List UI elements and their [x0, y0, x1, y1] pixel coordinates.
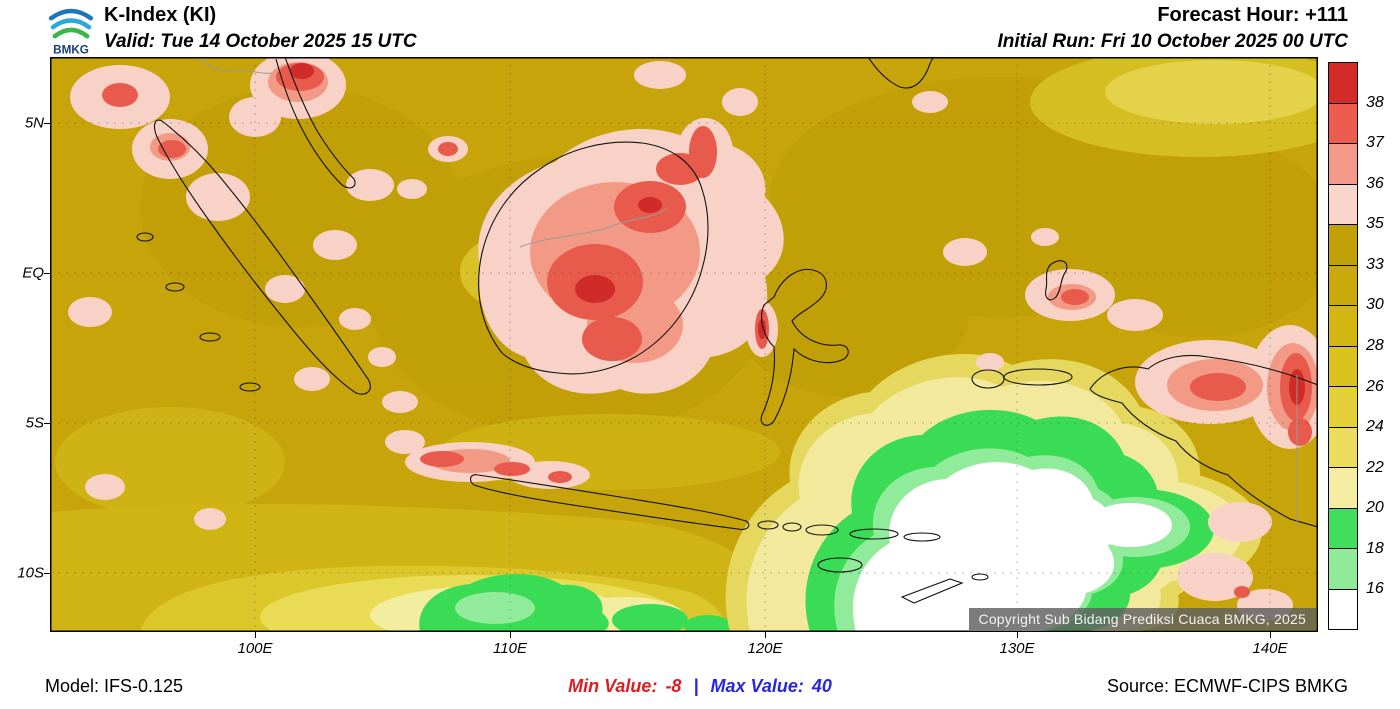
y-tick-label: 10S	[17, 564, 44, 582]
colorbar-label: 30	[1366, 296, 1384, 314]
header-right: Forecast Hour: +111 Initial Run: Fri 10 …	[997, 4, 1348, 53]
colorbar-label: 35	[1366, 215, 1384, 233]
header-left: K-Index (KI) Valid: Tue 14 October 2025 …	[104, 4, 417, 53]
colorbar-segment	[1329, 345, 1357, 386]
y-axis-tick	[44, 273, 50, 274]
copyright-overlay: Copyright Sub Bidang Prediksi Cuaca BMKG…	[968, 608, 1316, 630]
max-value: 40	[811, 676, 832, 696]
logo-text: BMKG	[53, 43, 89, 56]
x-tick-label: 110E	[493, 640, 527, 657]
colorbar-label: 37	[1366, 134, 1384, 152]
colorbar-segment	[1329, 143, 1357, 184]
forecast-hour: Forecast Hour: +111	[1157, 4, 1348, 26]
model-label: Model: IFS-0.125	[45, 676, 184, 696]
minmax-separator: |	[693, 676, 699, 696]
colorbar-label: 24	[1366, 418, 1384, 436]
x-tick-label: 100E	[237, 640, 273, 657]
colorbar-segment	[1329, 183, 1357, 224]
colorbar-label: 26	[1366, 377, 1384, 395]
contour-map	[50, 57, 1318, 632]
graticule	[50, 57, 1318, 632]
green-contours-south	[419, 574, 732, 632]
colorbar-label: 33	[1366, 255, 1384, 273]
y-tick-label: EQ	[22, 264, 44, 282]
colorbar	[1328, 62, 1358, 630]
map-border	[50, 57, 1318, 632]
y-axis-tick	[44, 123, 50, 124]
x-axis-tick	[510, 632, 511, 638]
colorbar-segment	[1329, 386, 1357, 427]
y-tick-label: 5N	[24, 114, 44, 132]
min-value-label: Min Value:	[568, 676, 658, 696]
colorbar-label: 22	[1366, 458, 1384, 476]
max-value-group: Max Value: 40	[711, 676, 832, 697]
logo-wave-icon	[50, 18, 92, 30]
colorbar-label: 28	[1366, 337, 1384, 354]
colorbar-segment	[1329, 224, 1357, 265]
max-value-label: Max Value:	[710, 676, 804, 696]
colorbar-label: 16	[1366, 580, 1384, 598]
colorbar-segment	[1329, 548, 1357, 589]
min-value-group: Min Value: -8	[568, 676, 681, 697]
min-value: -8	[665, 676, 682, 696]
colorbar-label: 36	[1366, 174, 1384, 192]
x-tick-label: 130E	[999, 640, 1035, 657]
colorbar-segment	[1329, 426, 1357, 467]
map-panel: Copyright Sub Bidang Prediksi Cuaca BMKG…	[50, 57, 1318, 632]
y-axis-tick	[44, 423, 50, 424]
colorbar-segment	[1329, 305, 1357, 346]
borders-gray	[197, 57, 1298, 525]
colorbar-segment	[1329, 63, 1357, 103]
valid-time: Valid: Tue 14 October 2025 15 UTC	[104, 31, 417, 52]
colorbar-segment	[1329, 102, 1357, 143]
colorbar-label: 20	[1366, 499, 1384, 517]
red-contours	[102, 63, 1312, 598]
bmkg-logo: BMKG	[48, 8, 94, 56]
colorbar-labels: 38 37 36 35 33 30 28 26 24 22 20 18 16	[1366, 62, 1400, 630]
x-axis-tick	[255, 632, 256, 638]
logo-wave-icon	[48, 8, 94, 21]
initial-run: Initial Run: Fri 10 October 2025 00 UTC	[997, 31, 1348, 52]
coastlines	[136, 57, 1318, 604]
colorbar-segment	[1329, 507, 1357, 548]
y-axis-tick	[44, 573, 50, 574]
colorbar-label: 38	[1366, 93, 1384, 111]
colorbar-segment	[1329, 264, 1357, 305]
colorbar-segment	[1329, 467, 1357, 508]
x-tick-label: 140E	[1252, 640, 1288, 657]
x-axis-tick	[765, 632, 766, 638]
x-axis-tick	[1270, 632, 1271, 638]
source-label: Source: ECMWF-CIPS BMKG	[1106, 676, 1348, 696]
page-title: K-Index (KI)	[104, 4, 217, 26]
colorbar-segment	[1329, 588, 1357, 629]
logo-wave-icon	[52, 27, 90, 39]
colorbar-label: 18	[1366, 539, 1384, 557]
x-tick-label: 120E	[747, 640, 783, 657]
minmax-group: Min Value: -8 | Max Value: 40	[568, 676, 832, 697]
x-axis-tick	[1017, 632, 1018, 638]
y-tick-label: 5S	[25, 414, 44, 432]
